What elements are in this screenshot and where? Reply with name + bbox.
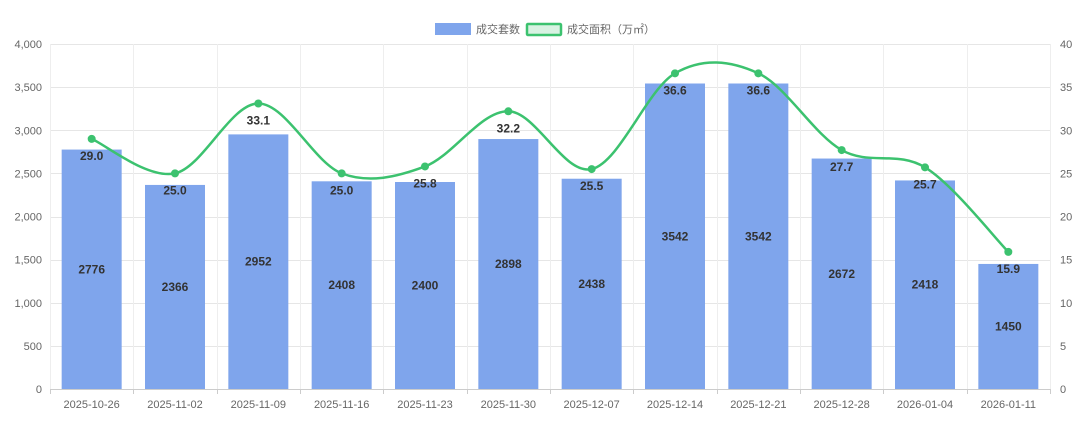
bar-value-label: 2418	[912, 278, 939, 292]
line-value-label: 33.1	[247, 114, 271, 128]
bar[interactable]	[478, 139, 539, 389]
line-value-label: 25.5	[580, 179, 604, 193]
bar-value-label: 2438	[578, 277, 605, 291]
x-tick-label: 2025-11-02	[147, 399, 202, 411]
bar[interactable]	[978, 263, 1039, 389]
line-point[interactable]	[337, 169, 346, 178]
line-value-label: 25.0	[330, 183, 354, 197]
line-point[interactable]	[587, 165, 596, 174]
x-tick-label: 2026-01-11	[981, 399, 1036, 411]
x-tick-label: 2025-11-23	[397, 399, 452, 411]
bar[interactable]	[61, 149, 122, 389]
bar[interactable]	[895, 180, 955, 389]
bar-value-labels: 2776 2366 2952 2408 2400 2898 2438 3542 3542 2672…	[78, 229, 1022, 333]
line-point[interactable]	[671, 69, 679, 78]
bar[interactable]	[395, 182, 455, 389]
x-tick-label: 2025-11-30	[481, 399, 536, 411]
y-left-tick-label: 2,500	[14, 168, 42, 180]
line-value-label: 36.6	[747, 83, 771, 97]
x-tick-label: 2025-11-09	[231, 399, 286, 411]
line-value-label: 29.0	[80, 149, 104, 163]
line-point[interactable]	[87, 134, 96, 143]
bar-value-label: 3542	[745, 229, 772, 243]
bar-value-label: 2408	[328, 278, 355, 292]
x-tick-label: 2026-01-04	[897, 399, 953, 411]
bar[interactable]	[728, 83, 789, 389]
legend-label-bar[interactable]: 成交套数	[476, 22, 520, 36]
y-right-tick-label: 20	[1060, 212, 1072, 224]
bar[interactable]	[561, 178, 622, 389]
bar-value-label: 1450	[995, 319, 1022, 333]
bar-value-label: 3542	[662, 229, 689, 243]
line-value-label: 25.7	[913, 177, 937, 191]
bar[interactable]	[311, 181, 372, 389]
line-value-label: 25.8	[413, 176, 437, 190]
y-right-tick-label: 15	[1060, 255, 1072, 267]
bar-series	[61, 83, 1039, 389]
line-point[interactable]	[921, 163, 929, 172]
axes: 0 500 1,000 1,500 2,000 2,500 3,000 3,500 4,000 0…	[14, 39, 1072, 411]
legend[interactable]: 成交套数 成交面积（万㎡）	[435, 22, 655, 37]
line-point[interactable]	[421, 162, 429, 171]
legend-swatch-bar[interactable]	[435, 23, 471, 35]
x-tick-label: 2025-12-14	[647, 399, 703, 411]
x-tick-label: 2025-12-28	[814, 399, 870, 411]
y-right-tick-label: 5	[1060, 341, 1066, 353]
bar-value-label: 2672	[828, 267, 855, 281]
bar-value-label: 2776	[78, 262, 105, 276]
y-right-tick-label: 40	[1060, 39, 1072, 51]
y-left-tick-label: 1,000	[14, 298, 42, 310]
bar[interactable]	[145, 184, 205, 389]
line-point[interactable]	[754, 69, 763, 78]
y-right-tick-label: 30	[1060, 125, 1072, 137]
y-right-tick-label: 35	[1060, 82, 1072, 94]
legend-label-line[interactable]: 成交面积（万㎡）	[567, 22, 655, 36]
line-value-label: 36.6	[663, 83, 687, 97]
y-left-tick-label: 2,000	[14, 212, 42, 224]
x-tick-label: 2025-10-26	[64, 399, 120, 411]
y-left-tick-label: 3,000	[14, 125, 42, 137]
y-left-tick-label: 500	[24, 341, 42, 353]
y-right-tick-label: 25	[1060, 168, 1072, 180]
line-series	[87, 61, 1013, 256]
bar[interactable]	[228, 134, 289, 389]
legend-swatch-line[interactable]	[525, 22, 563, 37]
x-tick-label: 2025-12-07	[564, 399, 620, 411]
y-left-tick-label: 1,500	[14, 255, 42, 267]
line-point[interactable]	[837, 146, 846, 155]
bar-value-label: 2952	[245, 255, 272, 269]
line-value-label: 32.2	[497, 121, 521, 135]
line-value-label: 27.7	[830, 160, 854, 174]
line-value-label: 25.0	[163, 183, 187, 197]
x-tick-label: 2025-11-16	[314, 399, 369, 411]
bar-value-label: 2400	[412, 279, 439, 293]
line-point[interactable]	[1004, 247, 1013, 256]
y-left-tick-label: 4,000	[14, 39, 42, 51]
bar[interactable]	[645, 83, 705, 389]
y-right-tick-label: 0	[1060, 384, 1066, 396]
y-left-tick-label: 0	[36, 384, 42, 396]
bar[interactable]	[811, 158, 872, 389]
line-point[interactable]	[171, 169, 179, 178]
line-value-label: 15.9	[997, 262, 1021, 276]
y-right-tick-label: 10	[1060, 298, 1072, 310]
grid-lines	[50, 44, 1051, 390]
line-value-labels: 29.0 25.0 33.1 25.0 25.8 32.2 25.5 36.6 36.6 27.7…	[80, 83, 1020, 276]
y-left-tick-label: 3,500	[14, 82, 42, 94]
bar-value-label: 2898	[495, 257, 522, 271]
x-tick-label: 2025-12-21	[730, 399, 786, 411]
line-point[interactable]	[504, 107, 513, 116]
line-point[interactable]	[254, 99, 263, 108]
bar-value-label: 2366	[162, 280, 189, 294]
